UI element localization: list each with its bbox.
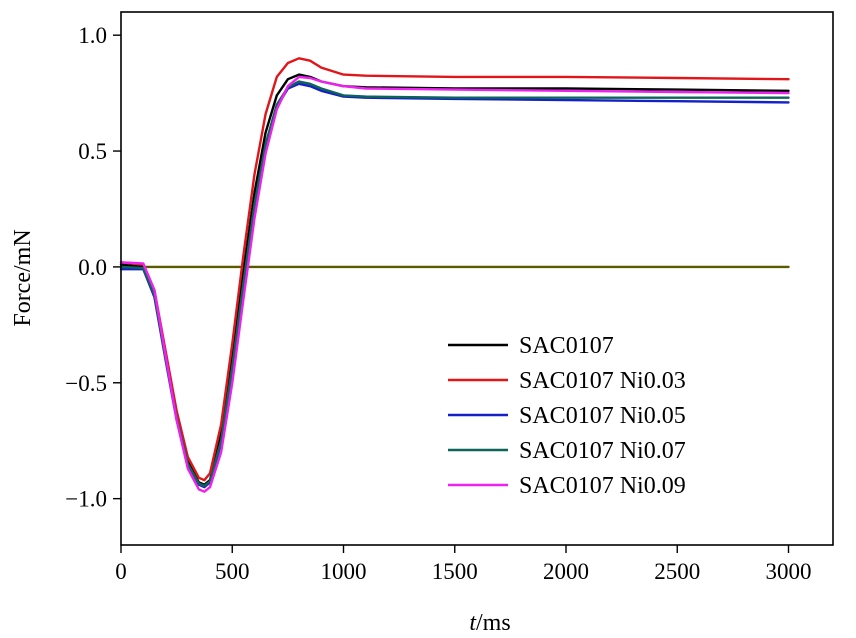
x-tick-label: 500 [215, 559, 250, 584]
plot-lines [119, 57, 790, 493]
legend-label: SAC0107 Ni0.09 [519, 473, 686, 499]
legend: SAC0107 SAC0107 Ni0.03 SAC0107 Ni0.05 SAC01… [448, 333, 686, 499]
y-axis: 1.0 0.5 0.0 −0.5 −1.0 [65, 23, 121, 512]
plot-frame [120, 11, 834, 546]
y-tick-label: 0.0 [78, 255, 107, 280]
legend-label: SAC0107 Ni0.03 [519, 368, 686, 394]
legend-label: SAC0107 [519, 333, 614, 359]
x-tick-label: 1000 [321, 559, 367, 584]
x-tick-label: 2000 [543, 559, 589, 584]
legend-label: SAC0107 Ni0.05 [519, 403, 686, 429]
x-tick-label: 3000 [766, 559, 812, 584]
x-axis-title: t/ms [469, 610, 510, 636]
series-line-sac0107-ni0-09 [119, 75, 790, 493]
y-tick-label: −0.5 [65, 371, 107, 396]
y-tick-label: −1.0 [65, 487, 107, 512]
x-axis: 0 500 1000 1500 2000 2500 3000 [115, 545, 812, 584]
x-tick-label: 1500 [432, 559, 478, 584]
x-axis-title-unit: /ms [476, 610, 511, 636]
x-axis-title-symbol: t [469, 610, 477, 636]
legend-label: SAC0107 Ni0.07 [519, 438, 686, 464]
x-tick-label: 0 [115, 559, 127, 584]
y-tick-label: 0.5 [78, 139, 107, 164]
series-line-sac0107-ni0-03 [119, 57, 790, 482]
y-axis-title: Force/mN [10, 229, 36, 326]
y-tick-label: 1.0 [78, 23, 107, 48]
x-tick-label: 2500 [654, 559, 700, 584]
